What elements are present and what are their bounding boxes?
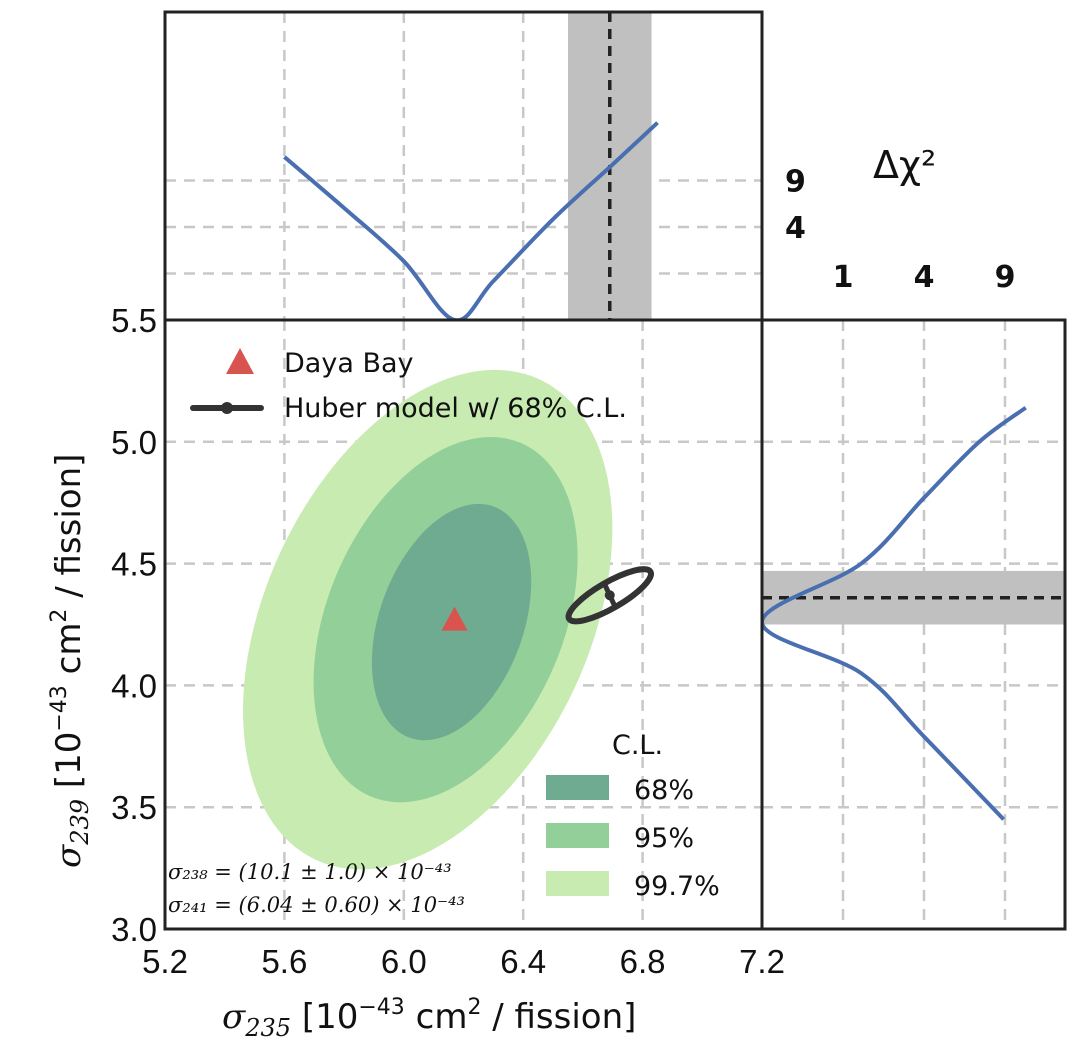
legend-cl-title: C.L. — [612, 730, 663, 761]
legend-huber-marker — [221, 402, 233, 414]
y-axis-label: σ239 [10−43 cm2 / fission] — [47, 454, 94, 868]
legend-daya-bay-label: Daya Bay — [284, 348, 414, 379]
y-axis-sub: 239 — [66, 799, 94, 846]
y-tick-label: 5.5 — [111, 302, 157, 339]
right-plot-frame — [762, 318, 1067, 931]
y-axis-unit-post: / fission] — [49, 454, 89, 609]
y-axis-unit-mid: cm — [49, 623, 89, 686]
daya-bay-marker — [441, 606, 468, 631]
right-tick-label: 9 — [995, 260, 1016, 295]
y-axis-unit-sq: 2 — [47, 609, 72, 623]
y-tick-label: 4.5 — [111, 546, 157, 583]
y-tick-label: 5.0 — [111, 424, 157, 461]
top-tick-label: 9 — [785, 165, 806, 200]
legend-daya-bay-marker — [226, 348, 254, 374]
y-tick-label: 3.0 — [111, 911, 157, 948]
annotation-sigma241: σ₂₄₁ = (6.04 ± 0.60) × 10⁻⁴³ — [168, 893, 465, 917]
top-chi2-curve — [283, 121, 659, 320]
legend-95-label: 95% — [634, 823, 694, 854]
y-axis-unit-pre: [10 — [49, 732, 89, 799]
top-marginal-panel — [283, 12, 659, 320]
right-band — [762, 570, 1065, 625]
main-plot-frame — [163, 318, 764, 931]
y-axis-symbol: σ — [49, 844, 89, 868]
legend-huber-label: Huber model w/ 68% C.L. — [284, 393, 627, 424]
x-tick-label: 7.2 — [739, 943, 785, 980]
x-tick-label: 6.4 — [500, 943, 546, 980]
x-axis-unit-mid: cm — [405, 997, 468, 1037]
right-chi2-curve — [762, 406, 1027, 821]
x-axis-sub: 235 — [244, 1014, 291, 1042]
x-axis-unit-pre: [10 — [291, 997, 358, 1037]
y-axis-unit-exp: −43 — [47, 685, 72, 731]
y-tick-label: 4.0 — [111, 667, 157, 704]
y-tick-labels: 3.0 3.5 4.0 4.5 5.0 5.5 — [111, 302, 157, 948]
delta-chi2-label: Δχ² — [873, 143, 936, 187]
y-tick-label: 3.5 — [111, 789, 157, 826]
x-axis-unit-post: / fission] — [481, 997, 636, 1037]
right-panel-tick-labels: 1 4 9 — [833, 260, 1016, 295]
legend-997-label: 99.7% — [634, 871, 720, 902]
x-axis-symbol: σ — [222, 997, 246, 1037]
top-panel-tick-labels: 49 — [785, 165, 806, 247]
x-tick-labels: 5.2 5.6 6.0 6.4 6.8 7.2 — [142, 943, 785, 980]
x-axis-label: σ235 [10−43 cm2 / fission] — [222, 995, 636, 1042]
annotation-sigma238: σ₂₃₈ = (10.1 ± 1.0) × 10⁻⁴³ — [168, 860, 452, 884]
legend-997-swatch — [546, 871, 609, 896]
delta-chi2-text: Δχ² — [873, 143, 936, 187]
legend-68-label: 68% — [634, 775, 694, 806]
legend-models: Daya Bay Huber model w/ 68% C.L. — [190, 348, 627, 424]
model-markers — [441, 566, 654, 631]
x-tick-label: 6.8 — [620, 943, 666, 980]
x-tick-label: 5.6 — [261, 943, 307, 980]
top-tick-label: 4 — [785, 211, 806, 246]
right-tick-label: 1 — [833, 260, 854, 295]
top-grid — [165, 12, 762, 320]
x-tick-label: 6.0 — [381, 943, 427, 980]
right-tick-label: 4 — [914, 260, 935, 295]
right-marginal-panel — [762, 406, 1065, 821]
legend-68-swatch — [546, 775, 609, 800]
x-tick-label: 5.2 — [142, 943, 188, 980]
top-plot-frame — [163, 10, 764, 320]
confidence-contours — [243, 369, 613, 870]
legend-confidence: C.L. 68% 95% 99.7% — [546, 730, 720, 902]
x-axis-unit-sq: 2 — [467, 995, 481, 1020]
huber-center-point — [604, 590, 615, 601]
x-axis-unit-exp: −43 — [358, 995, 404, 1020]
legend-95-swatch — [546, 823, 609, 848]
